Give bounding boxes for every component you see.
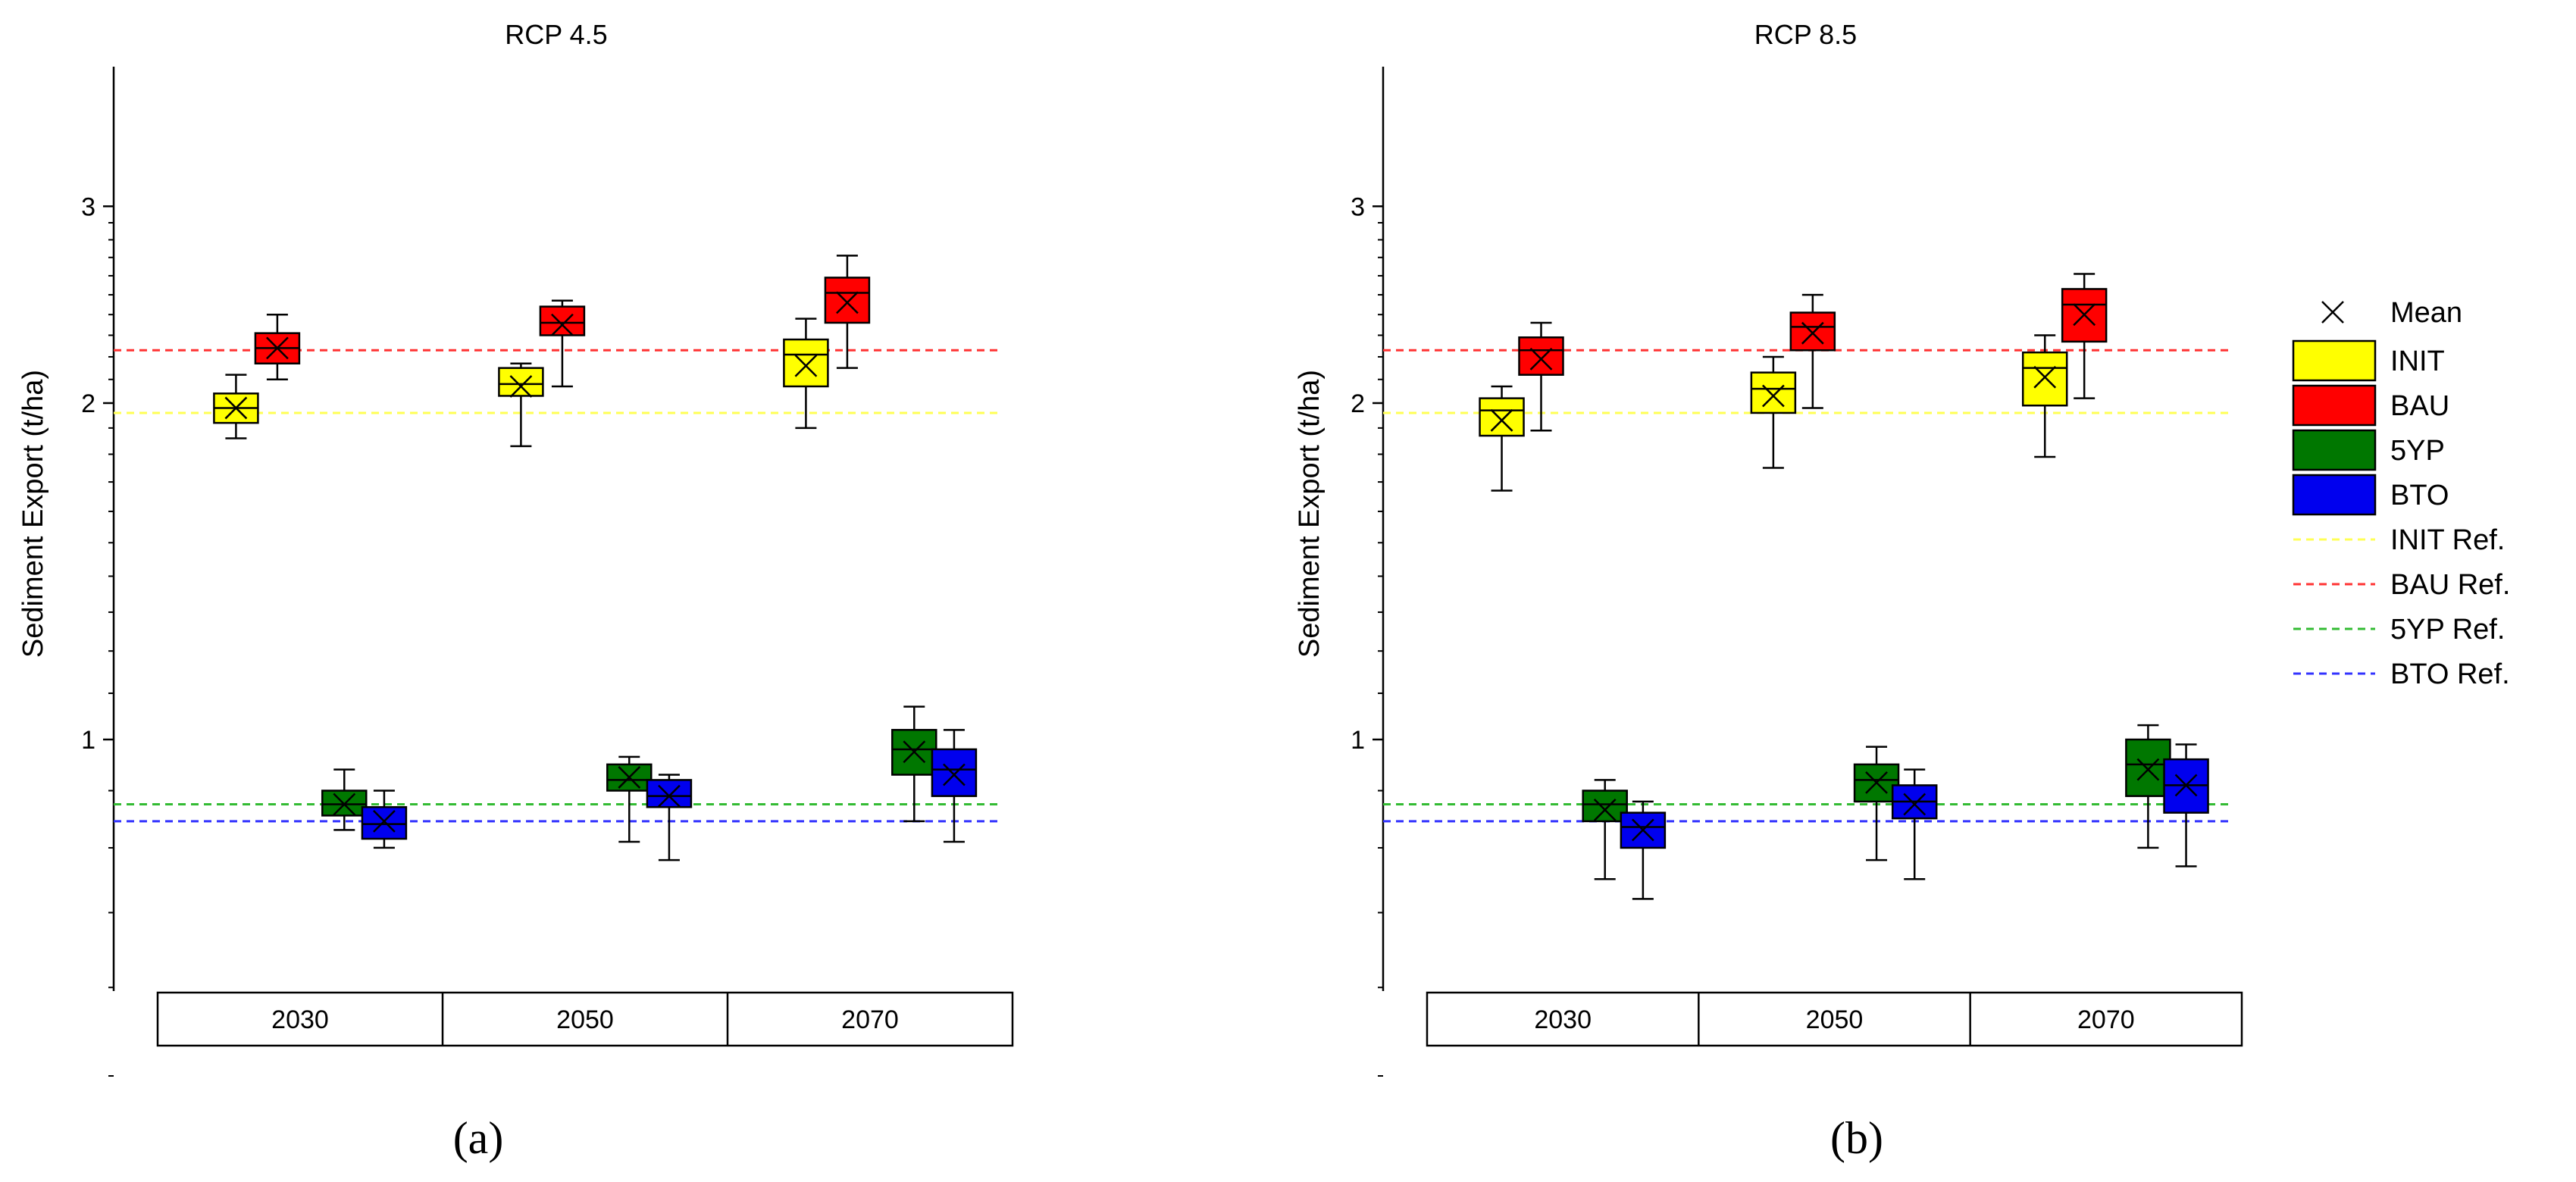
- box-init-2070: [783, 317, 829, 430]
- panel-b: RCP 8.5 1 2 3 Sediment Export (t/ha) 2030 2050…: [1294, 19, 2243, 1163]
- box-init-2070: [2021, 334, 2068, 458]
- legend-label: INIT: [2390, 346, 2445, 377]
- legend-label: BAU: [2390, 390, 2449, 422]
- box-body: [1479, 397, 1525, 437]
- box-init-2030: [213, 374, 259, 439]
- x-tick-label: 2050: [1806, 1005, 1864, 1034]
- y-tick-label: 3: [1351, 192, 1365, 221]
- box-body: [1518, 336, 1564, 376]
- mean-marker: [618, 766, 641, 789]
- y-tick-label: 1: [1351, 726, 1365, 755]
- mean-marker: [509, 375, 533, 398]
- legend-label: BTO: [2390, 480, 2449, 511]
- mean-marker: [1761, 384, 1785, 408]
- box-body: [2021, 351, 2068, 407]
- box-body: [931, 748, 978, 797]
- box-bau-2030: [254, 313, 301, 380]
- legend-label: BAU Ref.: [2390, 569, 2510, 601]
- mean-marker: [224, 396, 248, 420]
- mean-marker: [903, 740, 926, 764]
- box-body: [498, 367, 544, 397]
- y-tick-label: 3: [81, 192, 95, 221]
- x-tick-label: 2070: [2077, 1005, 2135, 1034]
- mean-marker: [794, 354, 818, 377]
- mean-marker: [333, 793, 356, 816]
- box-bto-2070: [2163, 743, 2209, 868]
- box-body: [783, 338, 829, 388]
- y-axis-label: Sediment Export (t/ha): [1294, 370, 1326, 658]
- box-5yp-2030: [321, 768, 368, 831]
- y-tick-label: 2: [81, 389, 95, 418]
- y-axis-label: Sediment Export (t/ha): [17, 370, 49, 658]
- mean-marker: [836, 291, 859, 314]
- box-bau-2030: [1518, 321, 1564, 432]
- mean-marker: [2033, 365, 2057, 389]
- legend-swatch-init: [2292, 339, 2377, 382]
- panel-a: RCP 4.5 1 2 3 Sediment Export (t/ha) 2030 2050…: [17, 19, 1014, 1163]
- mean-marker: [551, 313, 574, 336]
- mean-marker: [2136, 758, 2160, 781]
- legend-label: BTO Ref.: [2390, 658, 2510, 690]
- x-tick-label: 2050: [556, 1005, 614, 1034]
- legend-swatch-bau: [2292, 384, 2377, 427]
- mean-marker: [1903, 793, 1927, 816]
- mean-marker: [1801, 321, 1824, 345]
- mean-marker: [2174, 774, 2198, 797]
- box-body: [824, 277, 871, 324]
- box-bto-2030: [361, 790, 408, 849]
- box-bau-2070: [2061, 273, 2108, 399]
- mean-marker: [2073, 303, 2096, 327]
- box-bto-2070: [931, 729, 978, 843]
- box-bau-2070: [824, 255, 871, 369]
- legend-label: 5YP: [2390, 435, 2445, 467]
- mean-marker: [373, 809, 396, 833]
- chart-title: RCP 4.5: [505, 19, 607, 50]
- mean-marker: [943, 763, 966, 786]
- x-category-table: [1426, 991, 2243, 1047]
- mean-marker: [1865, 771, 1888, 794]
- legend: Mean INIT BAU 5YP BTO INIT Ref. BAU Ref. 5YP Re…: [2292, 297, 2510, 690]
- mean-marker: [266, 336, 289, 360]
- x-category-table: [156, 991, 1014, 1047]
- box-body: [646, 779, 693, 808]
- box-bto-2050: [646, 774, 693, 861]
- x-tick-label: 2030: [271, 1005, 329, 1034]
- chart-title: RCP 8.5: [1754, 19, 1857, 50]
- legend-swatch-5yp: [2292, 429, 2377, 471]
- mean-marker: [1490, 408, 1513, 432]
- y-tick-label: 2: [1351, 389, 1365, 418]
- box-bau-2050: [539, 299, 586, 388]
- box-body: [1789, 311, 1836, 352]
- box-bto-2030: [1620, 800, 1667, 900]
- box-5yp-2050: [606, 755, 653, 843]
- legend-label: 5YP Ref.: [2390, 614, 2505, 646]
- legend-label: INIT Ref.: [2390, 524, 2505, 556]
- box-body: [1582, 790, 1628, 823]
- x-tick-label: 2030: [1534, 1005, 1592, 1034]
- box-init-2050: [1750, 355, 1797, 469]
- box-5yp-2050: [1853, 746, 1900, 861]
- box-5yp-2030: [1582, 779, 1628, 880]
- x-tick-label: 2070: [841, 1005, 899, 1034]
- panel-caption: (a): [453, 1113, 504, 1163]
- box-init-2050: [498, 362, 544, 448]
- box-init-2030: [1479, 385, 1525, 492]
- legend-mean-label: Mean: [2390, 297, 2462, 329]
- mean-marker: [1631, 818, 1654, 842]
- box-body: [2125, 738, 2171, 797]
- box-bau-2050: [1789, 293, 1836, 409]
- mean-marker: [1529, 347, 1553, 371]
- box-bto-2050: [1891, 768, 1938, 880]
- panel-caption: (b): [1830, 1113, 1883, 1163]
- box-5yp-2070: [2125, 724, 2171, 849]
- legend-mean-marker: [2321, 301, 2344, 324]
- mean-marker: [658, 784, 681, 808]
- mean-marker: [1593, 799, 1617, 821]
- box-body: [539, 305, 586, 336]
- box-body: [361, 805, 408, 840]
- box-body: [1750, 371, 1797, 414]
- legend-swatch-bto: [2292, 474, 2377, 516]
- y-tick-label: 1: [81, 726, 95, 755]
